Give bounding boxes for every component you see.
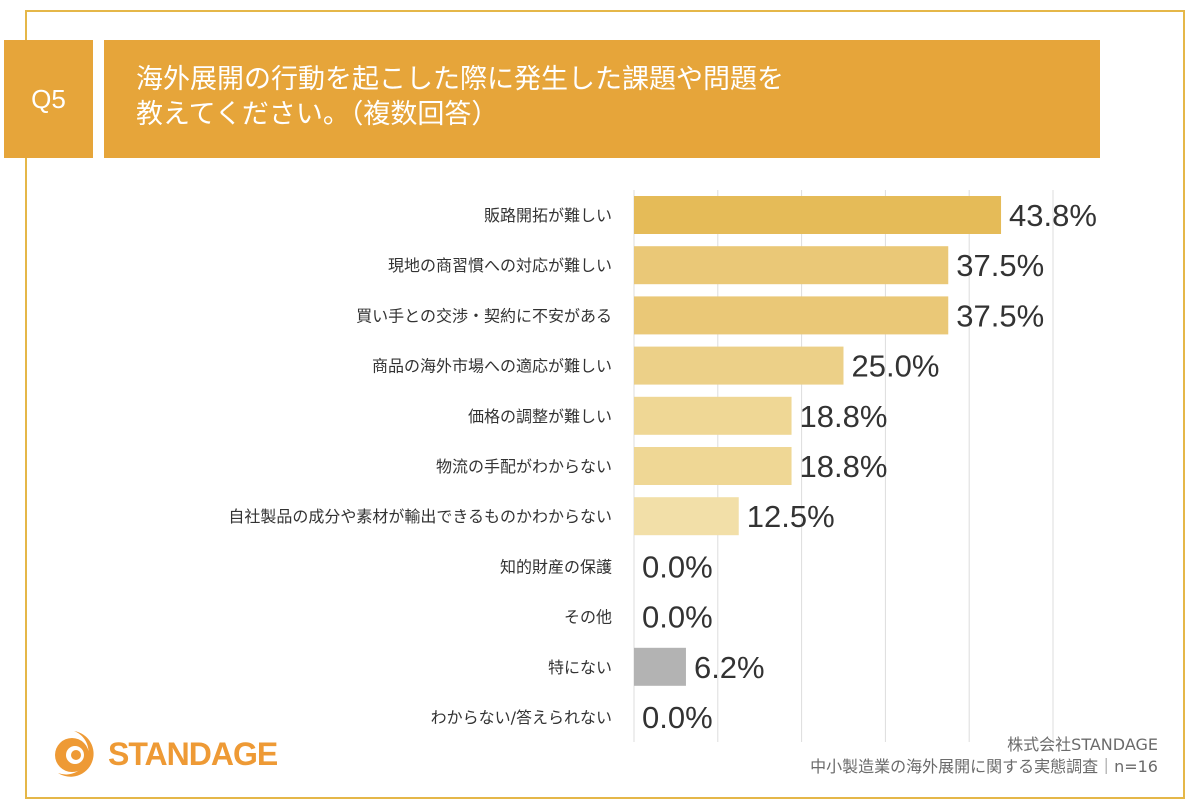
question-number: Q5 [31,83,66,114]
bar [634,296,949,335]
chart-frame [25,10,1185,799]
source-company: 株式会社STANDAGE [1007,735,1158,754]
value-label: 18.8% [800,399,888,434]
bar [634,246,949,285]
value-label: 0.0% [642,600,713,635]
source-note: 株式会社STANDAGE 中小製造業の海外展開に関する実態調査｜n=16 [810,734,1158,778]
category-label: 商品の海外市場への適応が難しい [372,357,612,376]
value-label: 43.8% [1009,198,1097,233]
category-labels: 販路開拓が難しい現地の商習慣への対応が難しい買い手との交渉・契約に不安がある商品… [228,206,612,727]
value-label: 37.5% [956,298,1044,333]
bar [634,396,792,435]
bar [634,346,844,385]
source-survey: 中小製造業の海外展開に関する実態調査｜n=16 [810,757,1158,776]
bar [634,647,686,686]
value-label: 0.0% [642,700,713,735]
category-label: その他 [564,608,612,627]
bar [634,196,1002,234]
question-title-line-2: 教えてください。（複数回答） [136,99,499,130]
category-label: 自社製品の成分や素材が輸出できるものかわからない [228,507,612,526]
value-label: 12.5% [747,499,835,534]
value-label: 0.0% [642,549,713,584]
question-number-badge: Q5 [4,40,93,158]
value-label: 37.5% [956,248,1044,283]
question-title-box: 海外展開の行動を起こした際に発生した課題や問題を 教えてください。（複数回答） [104,40,1100,158]
question-title-line-1: 海外展開の行動を起こした際に発生した課題や問題を [136,64,784,95]
logo-text: STANDAGE [108,735,278,772]
bar [634,447,792,485]
standage-logo-icon [55,731,94,777]
category-label: 特にない [548,658,612,677]
category-label: 販路開拓が難しい [484,206,612,225]
standage-logo: STANDAGE [48,724,278,784]
category-label: 知的財産の保護 [500,557,612,576]
category-label: 現地の商習慣への対応が難しい [388,256,612,275]
category-label: 物流の手配がわからない [436,457,612,476]
value-label: 25.0% [852,349,940,384]
value-labels: 43.8% 37.5% 37.5% 25.0% 18.8% 18.8% 12.5% 0.0% 0… [642,198,1097,735]
value-label: 18.8% [800,449,888,484]
value-label: 6.2% [694,650,765,685]
category-label: 買い手との交渉・契約に不安がある [356,306,612,325]
category-label: 価格の調整が難しい [468,407,612,426]
category-label: わからない/答えられない [431,708,612,727]
bar [634,497,739,536]
bars [634,196,1002,686]
